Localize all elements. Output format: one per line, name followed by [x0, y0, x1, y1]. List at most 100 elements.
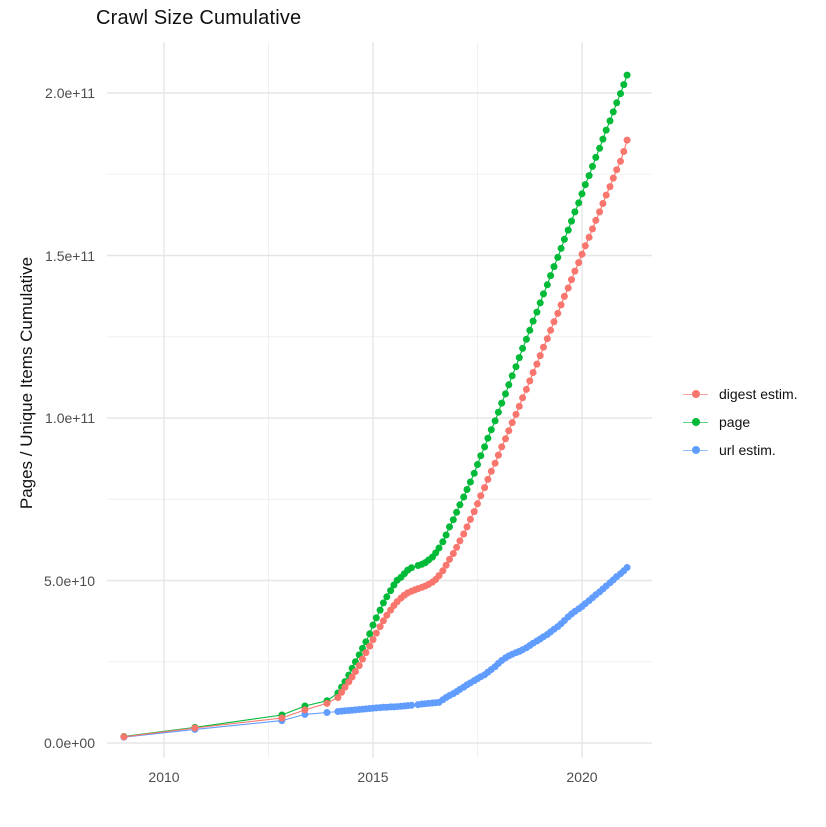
- data-point: [446, 555, 453, 563]
- data-point: [547, 272, 555, 280]
- data-point: [571, 208, 579, 216]
- series-line: [123, 74, 628, 738]
- data-point: [446, 523, 453, 531]
- data-point: [560, 292, 568, 300]
- data-point: [599, 200, 607, 207]
- data-point: [491, 417, 499, 425]
- data-point: [387, 587, 395, 595]
- data-point: [376, 606, 384, 614]
- data-point: [529, 369, 537, 376]
- data-point: [564, 284, 572, 292]
- legend-item: url estim.: [683, 436, 798, 464]
- data-point: [383, 611, 391, 619]
- legend-key-icon: [683, 415, 708, 429]
- data-point: [526, 326, 534, 334]
- series-line: [123, 139, 628, 738]
- data-point: [620, 148, 628, 155]
- data-point: [453, 543, 461, 551]
- data-point: [585, 172, 593, 180]
- data-point: [498, 443, 506, 451]
- data-point: [623, 71, 631, 79]
- data-point: [466, 478, 474, 486]
- legend-item-label: digest estim.: [719, 386, 798, 402]
- data-point: [481, 443, 489, 451]
- data-point: [323, 709, 331, 716]
- data-point: [606, 183, 614, 191]
- data-point: [369, 636, 377, 644]
- data-point: [536, 299, 544, 307]
- data-point: [359, 655, 366, 663]
- data-point: [449, 516, 457, 524]
- data-point: [372, 629, 380, 637]
- data-point: [526, 377, 534, 385]
- data-point: [442, 561, 450, 569]
- legend-key-icon: [683, 443, 708, 457]
- data-point: [366, 630, 374, 638]
- data-point: [620, 81, 628, 89]
- y-tick-label: 2.0e+11: [45, 85, 95, 101]
- data-point: [502, 435, 509, 443]
- data-point: [456, 537, 464, 545]
- data-point: [592, 216, 600, 224]
- data-point: [602, 126, 610, 134]
- data-point: [596, 208, 604, 216]
- data-point: [463, 486, 471, 493]
- data-point: [470, 508, 478, 516]
- data-point: [609, 108, 617, 116]
- legend-item: digest estim.: [683, 380, 798, 408]
- data-point: [481, 484, 489, 492]
- x-tick-label: 2015: [357, 769, 389, 785]
- data-point: [460, 493, 468, 501]
- data-point: [408, 564, 415, 572]
- data-point: [540, 343, 547, 351]
- data-point: [515, 402, 523, 410]
- data-point: [466, 515, 474, 523]
- data-point: [581, 181, 589, 189]
- data-point: [550, 318, 558, 326]
- data-point: [606, 117, 614, 125]
- data-point: [536, 352, 544, 360]
- data-point: [362, 649, 370, 657]
- y-tick-label: 5.0e+10: [44, 572, 95, 589]
- data-point: [477, 452, 485, 460]
- y-axis-title: Pages / Unique Items Cumulative: [17, 256, 36, 510]
- legend: digest estim. page url estim.: [683, 380, 798, 464]
- data-point: [578, 250, 586, 258]
- data-point: [432, 549, 440, 557]
- data-point: [366, 642, 374, 650]
- data-point: [543, 281, 551, 289]
- data-point: [613, 166, 621, 174]
- data-point: [351, 668, 359, 675]
- data-point: [557, 301, 565, 309]
- data-point: [494, 451, 502, 459]
- data-point: [602, 191, 610, 199]
- series-url-estim-: [120, 564, 631, 741]
- data-point: [575, 199, 583, 207]
- data-point: [522, 335, 530, 343]
- data-point: [508, 372, 516, 380]
- data-point: [571, 267, 579, 275]
- data-point: [609, 174, 617, 182]
- data-point: [474, 461, 481, 468]
- data-point: [338, 688, 346, 696]
- data-point: [435, 572, 443, 580]
- y-tick-label: 0.0e+00: [44, 735, 95, 751]
- data-point: [519, 394, 527, 402]
- data-point: [408, 701, 415, 709]
- series-digest-estim-: [120, 136, 631, 741]
- data-point: [460, 530, 468, 538]
- data-point: [519, 344, 527, 352]
- data-point: [581, 242, 589, 250]
- data-point: [550, 263, 558, 271]
- data-point: [379, 617, 387, 625]
- data-point: [120, 733, 128, 741]
- legend-key-point: [691, 446, 700, 454]
- series-line: [123, 567, 628, 738]
- data-point: [435, 544, 443, 552]
- data-point: [522, 385, 530, 393]
- data-point: [498, 399, 506, 407]
- legend-key-icon: [683, 387, 708, 401]
- data-point: [505, 381, 513, 389]
- data-point: [456, 501, 464, 509]
